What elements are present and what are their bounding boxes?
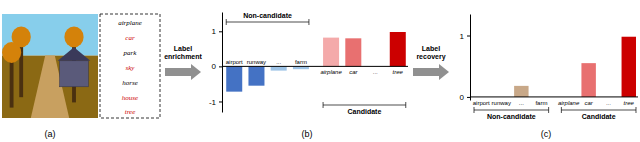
- category-label: farm: [535, 100, 547, 106]
- y-tick: 0: [212, 62, 222, 71]
- tick-mark: [467, 36, 470, 37]
- image-label: car: [125, 34, 135, 42]
- category-label: airport: [473, 100, 490, 106]
- bracket-end: [226, 19, 227, 25]
- tick-mark: [467, 97, 470, 98]
- bar: [226, 66, 242, 91]
- bar: [581, 63, 595, 97]
- zero-line: [470, 96, 638, 97]
- y-tick: 1: [212, 27, 222, 36]
- tick-mark: [219, 66, 222, 67]
- image-label: park: [123, 49, 138, 57]
- bar: [622, 37, 636, 97]
- tick-label: 1: [460, 32, 465, 41]
- bracket-end: [405, 102, 406, 108]
- axis-line: [470, 15, 471, 101]
- annotation: Labelenrichment: [164, 45, 202, 60]
- panel-label: (b): [302, 129, 313, 139]
- image-label: tree: [125, 108, 136, 116]
- category-label: tree: [624, 100, 635, 106]
- bracket-end: [635, 107, 636, 113]
- bracket-end: [561, 107, 562, 113]
- bracket-line: [474, 110, 549, 111]
- axis-line: [222, 13, 223, 113]
- group-label: Non-candidate: [487, 113, 536, 120]
- category-label: ...: [606, 100, 611, 106]
- group-label: Candidate: [347, 108, 381, 115]
- bracket: [226, 19, 309, 25]
- bracket-end: [323, 102, 324, 108]
- photo-ground: [2, 56, 98, 118]
- y-tick: 0: [460, 93, 470, 102]
- y-tick: 1: [460, 32, 470, 41]
- arrow: [413, 64, 449, 80]
- panel-label: (a): [45, 129, 56, 139]
- category-label: airport: [226, 59, 243, 65]
- tick-label: -1: [209, 98, 217, 107]
- category-label: farm: [295, 59, 307, 65]
- photo-foliage: [64, 26, 83, 47]
- bracket-end: [474, 107, 475, 113]
- bracket-line: [561, 110, 636, 111]
- bracket-line: [226, 22, 309, 23]
- image-label: horse: [122, 79, 138, 87]
- bar-panel: 01airportrunway...farmNon-candidateairpl…: [460, 15, 638, 140]
- arrow-group: Labelrecovery: [413, 45, 449, 80]
- label-box: [100, 14, 160, 118]
- annotation: Labelrecovery: [416, 45, 445, 61]
- arrow: [165, 64, 201, 80]
- tick-mark: [219, 101, 222, 102]
- bracket-end: [548, 107, 549, 113]
- bracket-line: [323, 105, 406, 106]
- category-label: ...: [519, 100, 524, 106]
- tick-mark: [219, 31, 222, 32]
- group-label: Candidate: [582, 113, 616, 120]
- bar-panel: -1 0 1 airport runway... farm Non-candidate air…: [209, 12, 408, 139]
- category-label: ...: [276, 59, 281, 65]
- arrow-group: Labelenrichment: [164, 45, 202, 80]
- bar: [390, 32, 406, 66]
- image-label: house: [122, 94, 138, 102]
- bar: [248, 66, 264, 85]
- category-label: runway: [247, 59, 266, 65]
- category-label: car: [584, 100, 593, 106]
- category-label: runway: [492, 100, 511, 106]
- bars: [226, 32, 406, 92]
- bar: [514, 86, 528, 97]
- category-label: car: [349, 69, 358, 75]
- bars: [514, 37, 636, 97]
- y-axis: -1 0 1: [209, 13, 223, 113]
- bracket-end: [308, 19, 309, 25]
- zero-line: [222, 66, 408, 67]
- tick-label: 1: [212, 27, 217, 36]
- y-tick: -1: [209, 98, 222, 107]
- image-label: sky: [126, 64, 136, 72]
- photo-trunk: [10, 61, 14, 108]
- photo-house: [60, 61, 89, 87]
- image-label: airplane: [118, 19, 142, 27]
- bar: [345, 38, 361, 66]
- photo-foliage: [2, 42, 21, 63]
- panel-label: (c): [541, 129, 552, 139]
- category-label: airplane: [320, 69, 342, 75]
- tick-label: 0: [212, 62, 217, 71]
- category-label: tree: [393, 69, 404, 75]
- bar: [271, 66, 287, 70]
- photo-roof: [58, 47, 91, 61]
- panel-a: airplane car park sky horse house tree (a): [2, 14, 160, 139]
- category-label: airplane: [558, 100, 580, 106]
- category-label: ...: [373, 69, 378, 75]
- tick-label: 0: [460, 93, 465, 102]
- y-axis: 01: [460, 15, 471, 102]
- figure: airplane car park sky horse house tree (a) Label…: [0, 0, 640, 142]
- photo: [2, 14, 98, 118]
- group-label: Non-candidate: [243, 12, 292, 19]
- bar: [323, 38, 339, 67]
